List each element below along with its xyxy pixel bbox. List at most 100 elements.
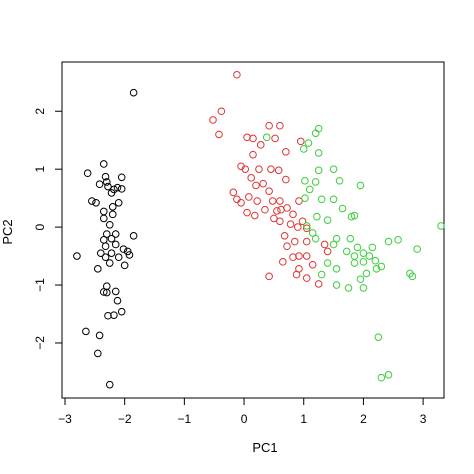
data-point [332,265,341,273]
x-tick-label: −1 [178,412,192,426]
data-point [290,237,299,246]
data-point [250,211,259,220]
data-point [332,281,341,289]
data-point [249,134,257,143]
x-tick-label: −2 [118,412,132,426]
data-point [408,272,417,281]
data-point [245,193,253,201]
data-point [280,231,289,240]
data-point [335,176,344,185]
data-point [282,175,290,184]
data-point [359,284,368,292]
data-point [304,139,313,147]
y-tick-label: −2 [33,336,47,350]
data-point [347,212,356,221]
data-point [233,70,241,79]
data-point [295,265,303,273]
data-point [247,174,256,182]
data-point [289,253,297,262]
data-point [313,212,321,221]
data-point [320,240,329,249]
data-point [117,307,126,316]
data-point [332,234,341,243]
data-point [314,149,323,157]
data-point [295,252,303,260]
data-point [252,181,260,190]
data-point [295,197,303,205]
data-point [289,210,297,219]
data-point [338,204,347,213]
data-point [350,252,359,260]
data-point [265,187,273,195]
y-axis: −2 −1 0 1 2 [33,108,63,350]
data-point [217,107,226,116]
data-point [301,176,309,185]
data-point [271,134,279,143]
data-point [129,231,138,240]
data-point [372,265,381,273]
data-point [82,327,90,336]
data-point [302,224,311,233]
data-point [317,270,326,279]
data-point [274,166,283,175]
data-point [276,217,284,226]
data-point [323,216,332,224]
data-point [95,180,104,189]
data-point [249,150,257,159]
data-point [111,287,120,296]
data-point [283,242,291,251]
data-point [243,133,251,142]
data-point [346,234,355,243]
data-point [113,296,122,305]
data-point [105,220,114,229]
data-point [102,288,111,297]
data-point [233,195,241,204]
data-point [298,217,307,226]
x-tick-label: 3 [420,412,427,426]
x-tick-label: 2 [360,412,367,426]
data-point [384,371,393,379]
data-point [88,197,96,205]
data-point [120,261,129,270]
data-point [353,243,362,252]
data-point [107,249,116,257]
x-axis-title: PC1 [252,440,277,455]
data-point [356,181,365,190]
data-point [129,88,138,97]
data-point [105,380,114,389]
data-point [255,165,263,173]
data-point [437,222,445,230]
data-point [253,197,261,205]
data-point [237,198,245,207]
data-point [256,141,265,149]
data-point [99,214,108,223]
data-point [101,172,110,181]
data-point [311,129,320,138]
data-point [413,245,421,253]
data-point [356,275,365,284]
data-point [282,147,290,156]
data-point [296,137,305,146]
data-point [102,230,111,238]
y-tick-label: 0 [33,223,47,230]
data-point [94,349,102,358]
data-point [107,189,116,197]
data-point [273,207,281,215]
series-1 [73,88,138,389]
x-tick-label: 0 [241,412,248,426]
data-point [215,130,223,139]
data-point [359,258,368,266]
data-point [311,178,320,186]
data-point [283,204,291,212]
data-point [323,247,332,256]
data-point [268,197,277,205]
data-point [362,269,371,278]
data-point [241,165,250,173]
data-point [329,240,338,249]
data-point [92,198,100,207]
data-point [301,194,309,202]
data-point [96,249,105,257]
data-point [117,173,126,182]
data-point [105,259,114,267]
data-point [111,240,120,249]
